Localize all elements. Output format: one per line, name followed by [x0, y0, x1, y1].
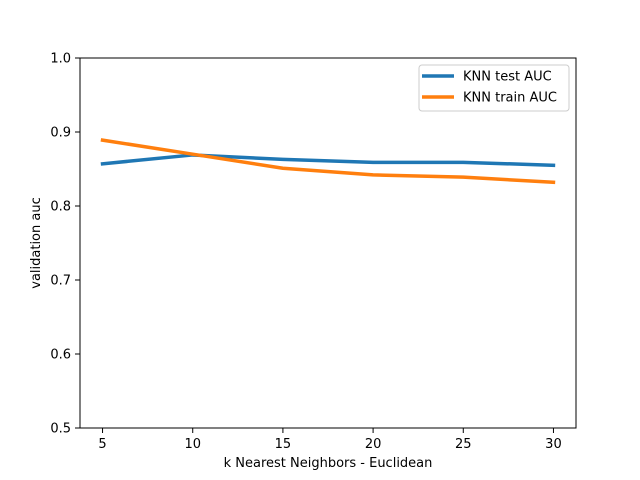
x-axis: 5 10 15 20 25 30: [98, 428, 562, 452]
x-tick-label: 5: [98, 437, 106, 452]
series-line-1: [100, 153, 556, 168]
y-tick-label: 1.0: [50, 52, 71, 67]
legend: KNN test AUC KNN train AUC: [418, 64, 570, 112]
legend-box: [418, 64, 570, 112]
y-tick-label: 0.5: [50, 422, 71, 437]
y-tick-label: 0.6: [50, 348, 71, 363]
y-axis: 0.5 0.6 0.7 0.8 0.9 1.0: [50, 52, 80, 437]
legend-label-1: KNN test AUC: [463, 70, 552, 85]
x-tick-label: 15: [275, 437, 292, 452]
x-tick-label: 25: [455, 437, 472, 452]
x-tick-label: 10: [184, 437, 201, 452]
x-axis-title: k Nearest Neighbors - Euclidean: [224, 456, 433, 471]
y-tick-label: 0.9: [50, 126, 71, 141]
series-line-2: [100, 138, 556, 185]
x-tick-label: 30: [545, 437, 562, 452]
plot-lines: [100, 138, 556, 185]
y-tick-label: 0.7: [50, 274, 71, 289]
y-axis-title: validation auc: [29, 197, 44, 289]
x-tick-label: 20: [365, 437, 382, 452]
legend-label-2: KNN train AUC: [463, 91, 557, 106]
plot-area-frame: [79, 57, 577, 429]
y-tick-label: 0.8: [50, 200, 71, 215]
